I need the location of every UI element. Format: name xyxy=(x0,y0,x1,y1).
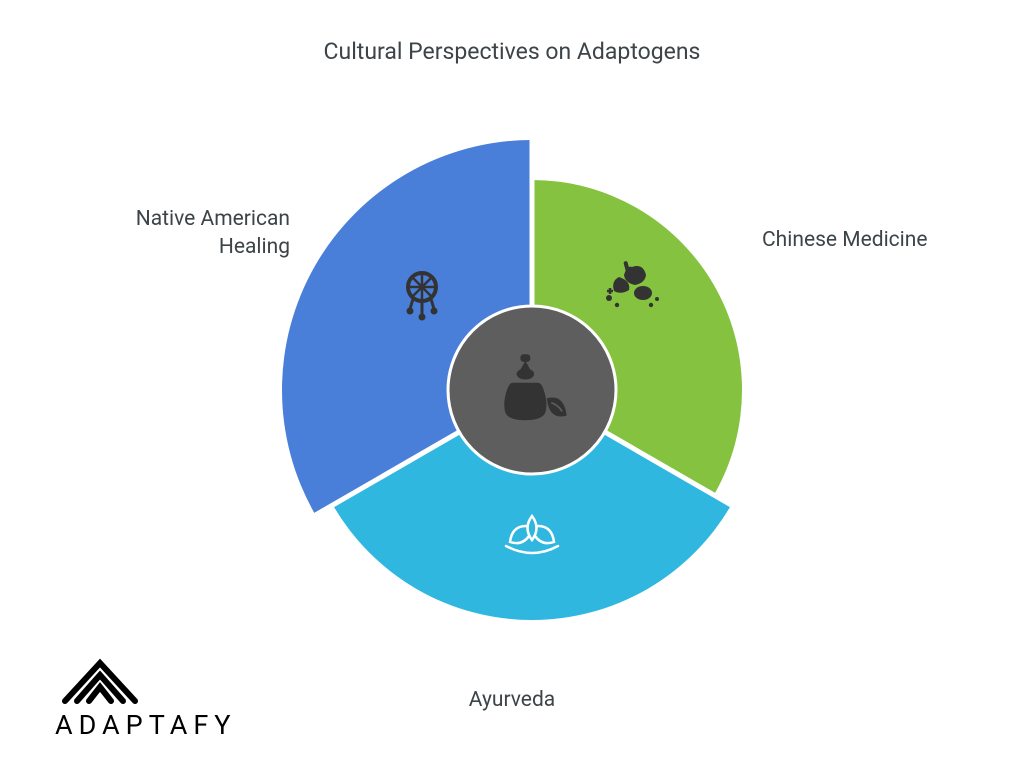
brand-logo: ADAPTAFY xyxy=(55,657,237,741)
diagram-title: Cultural Perspectives on Adaptogens xyxy=(0,38,1024,65)
logo-mark-icon xyxy=(55,657,145,705)
label-native-l2: Healing xyxy=(219,235,290,259)
logo-text: ADAPTAFY xyxy=(55,709,237,741)
label-chinese: Chinese Medicine xyxy=(762,226,928,254)
label-native: Native American Healing xyxy=(110,205,290,262)
label-native-l1: Native American xyxy=(136,207,290,231)
dreamcatcher-icon xyxy=(407,273,438,321)
radial-diagram xyxy=(272,130,752,610)
